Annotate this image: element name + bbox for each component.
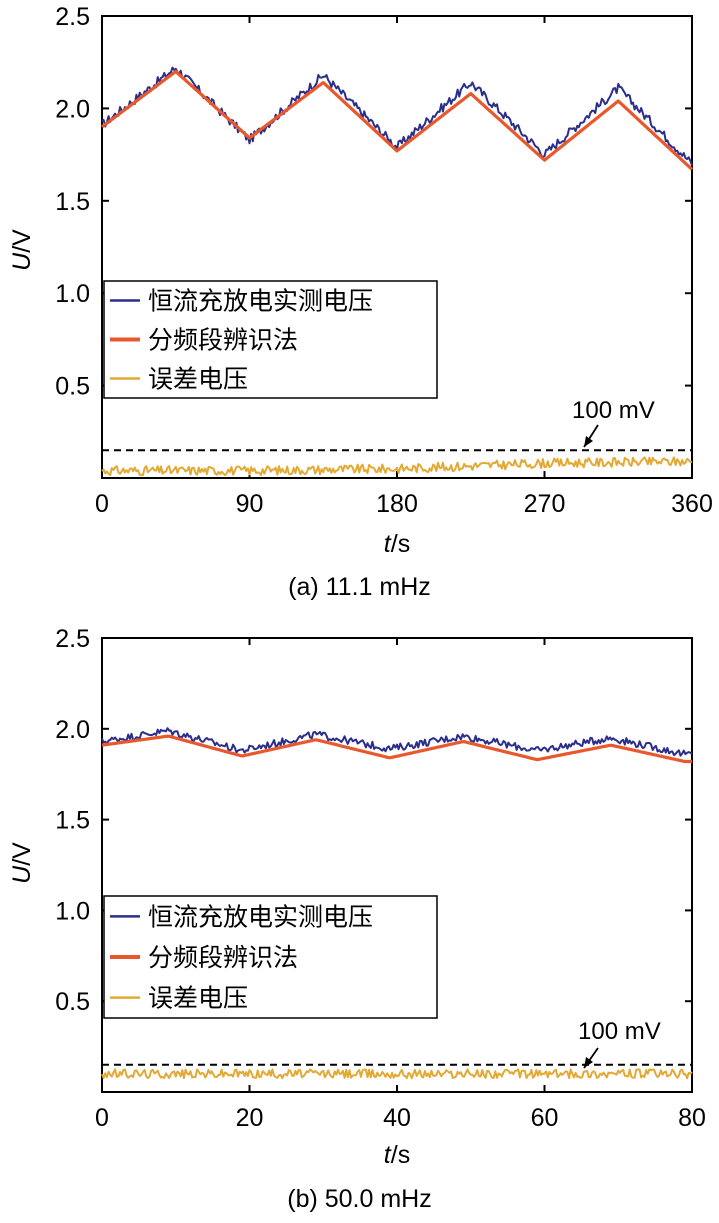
y-axis-title: U/V [8, 842, 36, 884]
y-tick-label: 0.5 [55, 988, 90, 1016]
y-axis-var: U [8, 865, 36, 884]
legend-label: 恒流充放电实测电压 [148, 287, 373, 316]
legend-box [103, 280, 438, 399]
y-axis-title: U/V [8, 229, 36, 271]
x-tick-label: 40 [383, 1104, 411, 1132]
chart-b: 0.5 1.0 1.5 2.0 2.5 0 20 40 60 80 t/s U/V 100 mV 恒流充放… [8, 625, 706, 1213]
x-axis-var: t [384, 530, 392, 558]
y-axis-var: U [8, 252, 36, 271]
x-tick-label: 90 [236, 490, 264, 518]
x-axis-title: t/s [384, 1141, 410, 1169]
y-tick-label: 2.0 [55, 95, 90, 123]
x-tick-label: 0 [95, 490, 109, 518]
series-line [101, 727, 693, 757]
legend-label: 误差电压 [148, 365, 248, 394]
reference-line-label: 100 mV [572, 397, 655, 424]
chart-caption: (a) 11.1 mHz [288, 573, 431, 601]
y-tick-label: 0.5 [55, 373, 90, 401]
y-tick-label: 1.5 [55, 188, 90, 216]
x-axis-unit: /s [391, 1141, 410, 1169]
y-tick-label: 1.0 [55, 280, 90, 308]
annotation-arrow-head [584, 1057, 593, 1068]
legend-box [103, 895, 438, 1019]
x-axis-unit: /s [391, 530, 410, 558]
x-tick-label: 0 [95, 1104, 109, 1132]
legend-label: 分频段辨识法 [148, 326, 298, 355]
x-tick-label: 180 [376, 490, 418, 518]
legend-label: 误差电压 [148, 984, 248, 1013]
legend-label: 恒流充放电实测电压 [148, 902, 373, 931]
y-axis-unit: /V [8, 229, 36, 253]
x-tick-label: 60 [531, 1104, 559, 1132]
x-tick-label: 80 [678, 1104, 706, 1132]
chart-caption: (b) 50.0 mHz [287, 1185, 431, 1213]
y-tick-label: 2.5 [55, 625, 90, 653]
reference-line-label: 100 mV [578, 1018, 661, 1045]
series-line [100, 69, 694, 171]
y-tick-label: 1.5 [55, 807, 90, 835]
x-axis-title: t/s [384, 530, 410, 558]
chart-panel-a: 0.5 1.0 1.5 2.0 2.5 0 90 180 270 360 t/s U/V 100 mV 恒… [8, 3, 713, 601]
x-tick-label: 20 [236, 1104, 264, 1132]
chart-panel-b: 0.5 1.0 1.5 2.0 2.5 0 20 40 60 80 t/s U/V 100 mV 恒流充放… [0, 612, 719, 1223]
chart-a: 0.5 1.0 1.5 2.0 2.5 0 90 180 270 360 t/s U/V 100 mV 恒… [8, 3, 713, 601]
y-tick-label: 2.0 [55, 716, 90, 744]
y-tick-label: 1.0 [55, 897, 90, 925]
x-tick-label: 270 [524, 490, 566, 518]
series-line [101, 456, 693, 477]
x-tick-label: 360 [671, 490, 713, 518]
y-tick-label: 2.5 [55, 3, 90, 31]
x-axis-var: t [384, 1141, 392, 1169]
legend-label: 分频段辨识法 [148, 943, 298, 972]
annotation-arrow-head [584, 436, 593, 447]
y-axis-unit: /V [8, 842, 36, 866]
series-line [101, 734, 692, 764]
series-line [101, 1068, 693, 1080]
